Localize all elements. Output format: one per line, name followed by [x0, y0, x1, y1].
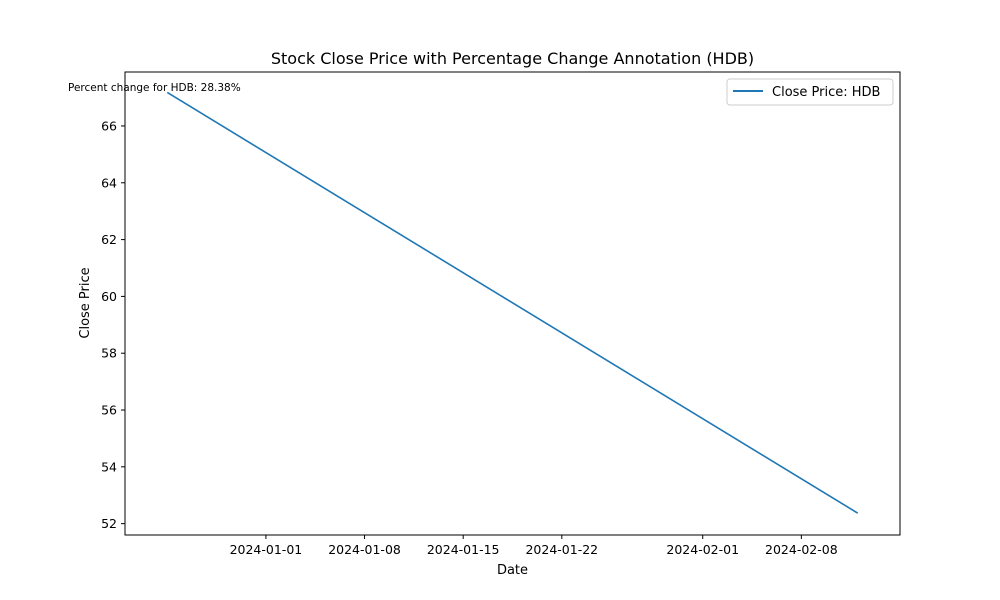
x-tick-label: 2024-01-08 — [328, 542, 401, 557]
legend-label: Close Price: HDB — [772, 85, 880, 100]
y-tick-label: 54 — [101, 459, 117, 474]
y-tick-label: 52 — [101, 516, 117, 531]
y-tick-label: 58 — [101, 346, 117, 361]
x-axis: 2024-01-01 2024-01-08 2024-01-15 2024-01-22… — [230, 535, 838, 557]
x-tick-label: 2024-01-15 — [427, 542, 500, 557]
x-axis-label: Date — [497, 563, 528, 578]
series-layer — [166, 91, 859, 514]
y-axis-label: Close Price — [78, 267, 93, 338]
percent-change-annotation: Percent change for HDB: 28.38% — [68, 82, 241, 94]
y-tick-label: 56 — [101, 403, 117, 418]
y-axis: 52 54 56 58 60 62 64 66 — [101, 118, 125, 531]
x-tick-label: 2024-01-01 — [230, 542, 303, 557]
legend: Close Price: HDB — [726, 78, 894, 106]
y-tick-label: 64 — [101, 175, 117, 190]
series-line — [166, 91, 859, 514]
y-tick-label: 62 — [101, 232, 117, 247]
x-tick-label: 2024-01-22 — [525, 542, 598, 557]
chart-title: Stock Close Price with Percentage Change… — [271, 49, 754, 68]
y-tick-label: 66 — [101, 118, 117, 133]
legend-box — [726, 78, 894, 106]
x-tick-label: 2024-02-08 — [765, 542, 838, 557]
y-tick-label: 60 — [101, 289, 117, 304]
x-tick-label: 2024-02-01 — [666, 542, 739, 557]
